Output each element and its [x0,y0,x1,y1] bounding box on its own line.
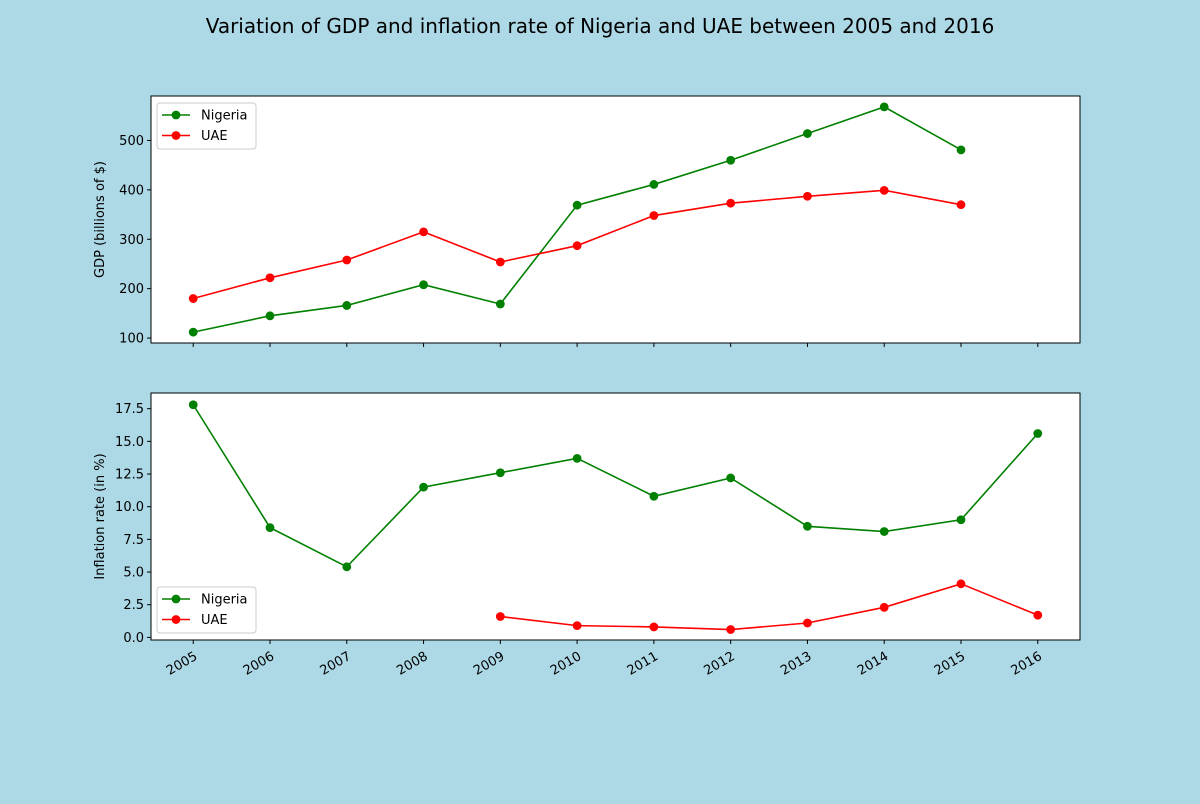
data-point-uae [726,625,736,634]
data-point-nigeria [419,482,428,492]
data-point-uae [572,241,582,251]
data-point-uae [265,273,275,283]
y-tick-label: 12.5 [115,468,144,483]
x-tick-label: 2010 [548,649,584,679]
x-tick-label: 2009 [471,649,507,679]
data-point-nigeria [726,155,736,165]
y-tick-label: 0.0 [123,631,144,646]
legend-marker [171,131,181,140]
data-point-uae [649,622,659,632]
data-point-nigeria [342,301,352,310]
x-tick-label: 2015 [932,649,968,679]
x-tick-label: 2007 [318,649,354,679]
y-tick-label: 400 [119,183,144,198]
subplot-1: 100 200 300 400 500 GDP (billions of $) Nigeri… [93,95,1081,347]
legend-label: UAE [201,129,228,144]
x-tick-label: 2008 [394,649,430,679]
data-point-nigeria [649,491,659,501]
data-point-nigeria [1033,429,1043,438]
legend: Nigeria UAE [156,102,257,150]
data-point-uae [803,191,812,201]
legend-label: UAE [201,613,228,628]
data-point-nigeria [879,527,889,536]
data-point-nigeria [495,468,505,478]
data-point-nigeria [956,515,966,525]
y-tick-label: 200 [119,282,144,297]
series-line-uae [500,582,1039,631]
figure-title: Variation of GDP and inflation rate of N… [206,14,995,38]
legend: Nigeria UAE [156,586,257,634]
x-tick-label: 2011 [625,649,661,679]
legend-marker [171,594,181,604]
data-point-nigeria [572,200,582,210]
x-tick-label: 2014 [855,649,891,679]
data-point-nigeria [803,129,812,138]
plot-area [150,95,1081,344]
data-point-uae [572,621,582,631]
data-point-uae [188,294,198,303]
y-axis-label: GDP (billions of $) [93,161,108,278]
y-axis-label: Inflation rate (in %) [93,453,108,579]
data-point-nigeria [803,521,812,531]
data-point-uae [649,211,659,220]
data-point-uae [1033,610,1043,620]
y-tick-label: 2.5 [123,598,144,613]
y-tick-label: 15.0 [115,435,144,450]
data-point-uae [495,257,505,267]
y-tick-label: 100 [119,332,144,347]
data-point-uae [879,185,889,195]
data-point-nigeria [726,473,736,483]
data-point-nigeria [649,180,659,189]
data-point-nigeria [956,145,966,155]
data-point-uae [726,198,736,208]
data-point-nigeria [495,299,505,309]
legend-marker [171,615,181,624]
x-tick-label: 2005 [164,649,200,679]
data-point-nigeria [188,327,198,337]
plot-area [150,392,1081,641]
y-tick-label: 17.5 [115,402,144,417]
data-point-nigeria [419,280,428,290]
data-point-nigeria [265,311,275,321]
x-tick-label: 2012 [702,649,738,679]
data-point-uae [419,227,428,237]
data-point-uae [956,579,966,589]
y-tick-label: 5.0 [123,566,144,581]
data-point-nigeria [188,400,198,410]
x-tick-label: 2006 [241,649,277,679]
data-point-nigeria [879,102,889,112]
legend-label: Nigeria [201,593,248,608]
data-point-nigeria [265,523,275,533]
data-point-uae [956,200,966,210]
y-tick-label: 500 [119,134,144,149]
legend-marker [171,110,181,120]
y-tick-label: 7.5 [123,533,144,548]
data-point-uae [495,612,505,621]
data-point-uae [879,602,889,612]
y-tick-label: 300 [119,233,144,248]
x-tick-label: 2016 [1009,649,1045,679]
data-point-uae [803,618,812,628]
data-point-uae [342,255,352,265]
data-point-nigeria [572,453,582,463]
legend-label: Nigeria [201,109,248,124]
subplot-2: 0.0 2.5 5.0 7.5 10.0 12.5 15.0 17.5 2005 2006 2007… [93,392,1081,679]
y-tick-label: 10.0 [115,500,144,515]
data-point-nigeria [342,562,352,572]
x-tick-label: 2013 [778,649,814,679]
series-line-nigeria [192,404,1039,568]
